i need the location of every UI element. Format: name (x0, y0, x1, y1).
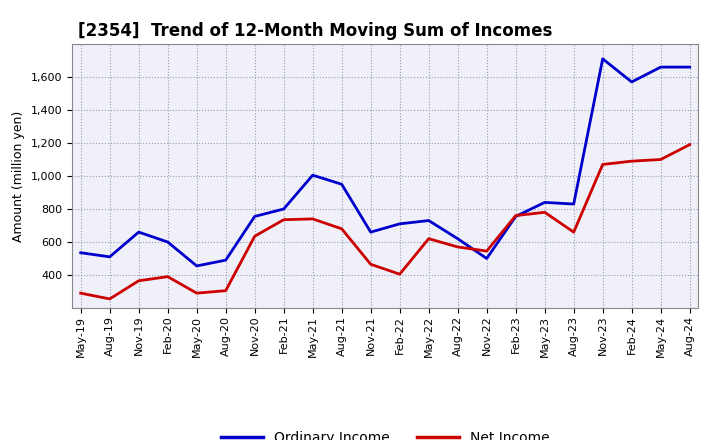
Net Income (221, 288, 230, 293)
Net Income (598, 162, 607, 167)
Ordinary Income (482, 256, 491, 261)
Net Income (627, 158, 636, 164)
Net Income (570, 230, 578, 235)
Net Income (454, 244, 462, 249)
Ordinary Income (454, 236, 462, 241)
Ordinary Income (135, 230, 143, 235)
Net Income (366, 262, 375, 267)
Ordinary Income (163, 239, 172, 245)
Ordinary Income (627, 79, 636, 84)
Net Income (135, 278, 143, 283)
Ordinary Income (76, 250, 85, 255)
Ordinary Income (570, 202, 578, 207)
Y-axis label: Amount (million yen): Amount (million yen) (12, 110, 25, 242)
Net Income (105, 296, 114, 301)
Ordinary Income (105, 254, 114, 260)
Ordinary Income (657, 64, 665, 70)
Net Income (338, 226, 346, 231)
Net Income (251, 234, 259, 239)
Net Income (685, 142, 694, 147)
Ordinary Income (685, 64, 694, 70)
Legend: Ordinary Income, Net Income: Ordinary Income, Net Income (215, 426, 555, 440)
Net Income (279, 217, 288, 222)
Ordinary Income (424, 218, 433, 223)
Net Income (541, 210, 549, 215)
Net Income (482, 249, 491, 254)
Line: Net Income: Net Income (81, 145, 690, 299)
Net Income (163, 274, 172, 279)
Ordinary Income (221, 257, 230, 263)
Ordinary Income (395, 221, 404, 227)
Ordinary Income (251, 214, 259, 219)
Ordinary Income (279, 206, 288, 212)
Line: Ordinary Income: Ordinary Income (81, 59, 690, 266)
Net Income (511, 213, 520, 218)
Ordinary Income (541, 200, 549, 205)
Ordinary Income (308, 172, 317, 178)
Net Income (424, 236, 433, 241)
Ordinary Income (511, 214, 520, 219)
Ordinary Income (366, 230, 375, 235)
Net Income (657, 157, 665, 162)
Net Income (395, 271, 404, 277)
Ordinary Income (338, 182, 346, 187)
Ordinary Income (192, 263, 201, 268)
Net Income (76, 290, 85, 296)
Net Income (308, 216, 317, 221)
Ordinary Income (598, 56, 607, 62)
Net Income (192, 290, 201, 296)
Text: [2354]  Trend of 12-Month Moving Sum of Incomes: [2354] Trend of 12-Month Moving Sum of I… (78, 22, 553, 40)
